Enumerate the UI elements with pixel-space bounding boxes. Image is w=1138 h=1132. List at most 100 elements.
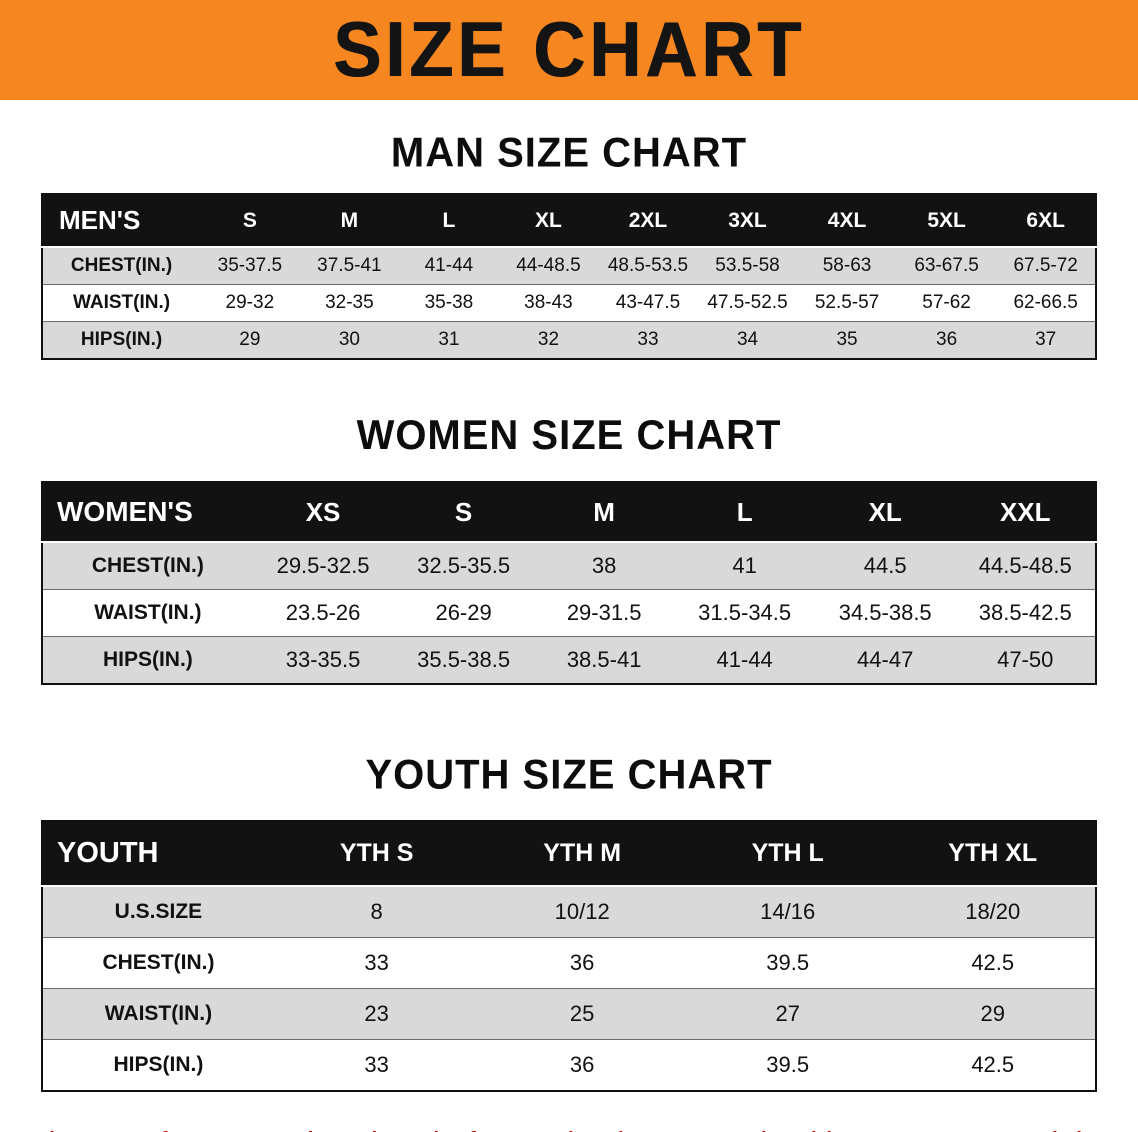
- size-value-cell: 31.5-34.5: [674, 589, 815, 637]
- table-row: U.S.SIZE 8 10/12 14/16 18/20: [42, 886, 1096, 938]
- size-value-cell: 53.5-58: [697, 247, 798, 285]
- size-value-cell: 31: [399, 321, 499, 359]
- youth-section-heading: YOUTH SIZE CHART: [365, 751, 773, 798]
- size-column-header: 2XL: [598, 194, 698, 248]
- size-column-header: XXL: [955, 482, 1096, 543]
- man-section-heading: MAN SIZE CHART: [390, 129, 748, 176]
- size-value-cell: 36: [569, 1052, 595, 1077]
- size-value-cell: 8: [273, 886, 480, 938]
- banner: SIZE CHART: [0, 0, 1138, 100]
- table-title-cell: WOMEN'S: [42, 482, 253, 543]
- size-value-cell: 38.5-41: [533, 636, 675, 684]
- table-row: CHEST(IN.) 35-37.5 37.5-41 41-44 44-48.5 48.5…: [42, 247, 1096, 285]
- size-column-header: 6XL: [996, 194, 1096, 248]
- table-row: WAIST(IN.) 29-32 32-35 35-38 38-43 43-47.5 47.…: [42, 284, 1096, 322]
- size-column-header: YTH M: [479, 821, 685, 887]
- size-value-cell: 44.5-48.5: [955, 542, 1096, 590]
- row-label: HIPS(IN.): [42, 636, 253, 684]
- size-value-cell: 33-35.5: [252, 636, 394, 684]
- row-label: WAIST(IN.): [42, 284, 201, 322]
- size-value-cell: 42.5: [971, 1052, 1015, 1077]
- size-column-header: XS: [252, 482, 394, 543]
- size-column-header: M: [299, 194, 400, 248]
- size-value-cell: 35: [797, 321, 897, 359]
- table-header-row: YOUTH YTH S YTH M YTH L YTH XL: [42, 821, 1096, 887]
- size-value-cell: 37.5-41: [299, 247, 400, 285]
- size-value-cell: 34.5-38.5: [814, 589, 956, 637]
- man-size-chart-section: MAN SIZE CHART MEN'S S M L XL 2XL 3XL 4XL 5XL 6XL…: [0, 100, 1138, 360]
- size-value-cell: 18/20: [890, 886, 1096, 938]
- size-value-cell: 38.5-42.5: [955, 589, 1096, 637]
- size-value-cell: 39.5: [766, 1052, 810, 1077]
- size-column-header: YTH S: [273, 821, 480, 887]
- size-column-header: 3XL: [697, 194, 798, 248]
- table-header-row: WOMEN'S XS S M L XL XXL: [42, 482, 1096, 543]
- youth-size-table: YOUTH YTH S YTH M YTH L YTH XL U.S.SIZE 8 10/12…: [41, 820, 1097, 1092]
- size-value-cell: 33: [598, 321, 698, 359]
- size-value-cell: 47.5-52.5: [697, 284, 798, 322]
- size-value-cell: 35-37.5: [200, 247, 300, 285]
- size-value-cell: 29-31.5: [533, 589, 675, 637]
- size-value-cell: 32.5-35.5: [393, 542, 534, 590]
- size-value-cell: 23: [273, 988, 480, 1040]
- size-column-header: XL: [498, 194, 599, 248]
- size-value-cell: 30: [299, 321, 400, 359]
- size-value-cell: 44.5: [814, 542, 956, 590]
- size-column-header: S: [200, 194, 300, 248]
- table-row: WAIST(IN.) 23.5-26 26-29 29-31.5 31.5-34.5 34…: [42, 589, 1096, 637]
- size-value-cell: 39.5: [684, 937, 891, 989]
- size-value-cell: 42.5: [890, 937, 1096, 989]
- row-label: CHEST(IN.): [42, 937, 274, 989]
- size-column-header: 4XL: [797, 194, 897, 248]
- row-label: HIPS(IN.): [42, 321, 201, 359]
- size-column-header: YTH L: [684, 821, 891, 887]
- size-column-header: 5XL: [896, 194, 997, 248]
- size-value-cell: 10/12: [479, 886, 685, 938]
- row-label: WAIST(IN.): [42, 589, 253, 637]
- size-value-cell: 44-48.5: [498, 247, 599, 285]
- row-label: CHEST(IN.): [42, 247, 201, 285]
- size-value-cell: 29.5-32.5: [252, 542, 394, 590]
- size-value-cell: 35.5-38.5: [393, 636, 534, 684]
- table-row: HIPS(IN.) 33 36 39.5 42.5: [42, 1040, 1096, 1092]
- size-column-header: YTH XL: [890, 821, 1096, 887]
- table-row: CHEST(IN.) 33 36 39.5 42.5: [42, 937, 1096, 989]
- size-value-cell: 63-67.5: [896, 247, 997, 285]
- size-value-cell: 38-43: [498, 284, 599, 322]
- table-title-cell: YOUTH: [42, 821, 274, 887]
- women-size-chart-section: WOMEN SIZE CHART WOMEN'S XS S M L XL XXL CHEST(…: [0, 360, 1138, 685]
- size-value-cell: 35-38: [399, 284, 499, 322]
- row-label: HIPS(IN.): [113, 1053, 204, 1076]
- size-value-cell: 47-50: [955, 636, 1096, 684]
- size-value-cell: 26-29: [393, 589, 534, 637]
- size-value-cell: 25: [479, 988, 685, 1040]
- size-value-cell: 43-47.5: [598, 284, 698, 322]
- table-header-row: MEN'S S M L XL 2XL 3XL 4XL 5XL 6XL: [42, 194, 1096, 248]
- size-value-cell: 29: [890, 988, 1096, 1040]
- size-value-cell: 33: [273, 937, 480, 989]
- size-column-header: XL: [814, 482, 956, 543]
- size-value-cell: 32-35: [299, 284, 400, 322]
- table-row: WAIST(IN.) 23 25 27 29: [42, 988, 1096, 1040]
- size-value-cell: 62-66.5: [996, 284, 1096, 322]
- size-value-cell: 37: [996, 321, 1096, 359]
- size-value-cell: 41-44: [399, 247, 499, 285]
- women-section-heading: WOMEN SIZE CHART: [356, 412, 782, 459]
- size-value-cell: 36: [479, 937, 685, 989]
- size-value-cell: 38: [533, 542, 675, 590]
- size-value-cell: 44-47: [814, 636, 956, 684]
- size-value-cell: 67.5-72: [996, 247, 1096, 285]
- size-value-cell: 41-44: [674, 636, 815, 684]
- size-value-cell: 33: [364, 1052, 389, 1077]
- row-label: U.S.SIZE: [42, 886, 274, 938]
- size-column-header: M: [533, 482, 675, 543]
- table-title-cell: MEN'S: [42, 194, 201, 248]
- size-column-header: S: [393, 482, 534, 543]
- size-column-header: L: [674, 482, 815, 543]
- size-value-cell: 58-63: [797, 247, 897, 285]
- men-size-table: MEN'S S M L XL 2XL 3XL 4XL 5XL 6XL CHEST(IN.) 35-37…: [41, 193, 1097, 360]
- size-value-cell: 36: [896, 321, 997, 359]
- size-value-cell: 52.5-57: [797, 284, 897, 322]
- row-label: CHEST(IN.): [42, 542, 253, 590]
